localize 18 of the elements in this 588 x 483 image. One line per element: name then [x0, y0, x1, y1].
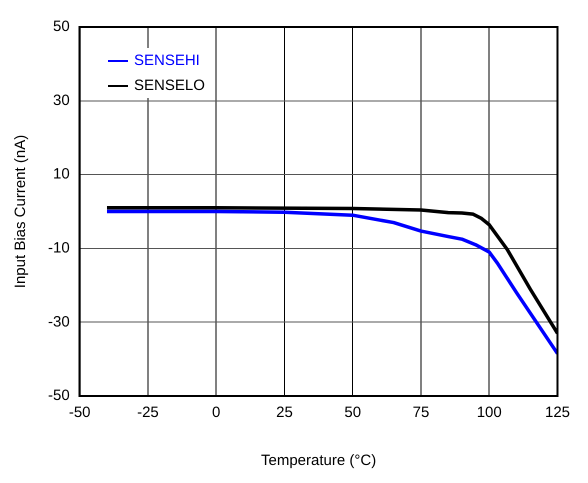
- y-tick-label: 10: [52, 166, 70, 183]
- legend-label: SENSELO: [134, 76, 205, 96]
- legend-label: SENSEHI: [134, 51, 200, 71]
- x-tick-label: 0: [212, 404, 220, 422]
- x-tick-label: -25: [137, 404, 159, 422]
- y-tick-label: 30: [52, 92, 70, 109]
- x-tick-label: 75: [412, 404, 430, 422]
- x-tick-label: 25: [276, 404, 293, 422]
- y-axis-title: Input Bias Current (nA): [12, 134, 30, 288]
- x-axis-title: Temperature (°C): [260, 452, 376, 470]
- x-tick-label: 50: [344, 404, 362, 422]
- x-tick-label: 100: [476, 404, 502, 422]
- x-tick-label: 125: [544, 404, 570, 422]
- x-tick-label: -50: [68, 404, 91, 422]
- y-tick-label: -10: [48, 240, 70, 257]
- y-tick-label: -50: [48, 387, 70, 404]
- y-tick-label: 50: [52, 18, 70, 36]
- y-tick-label: -30: [48, 313, 70, 330]
